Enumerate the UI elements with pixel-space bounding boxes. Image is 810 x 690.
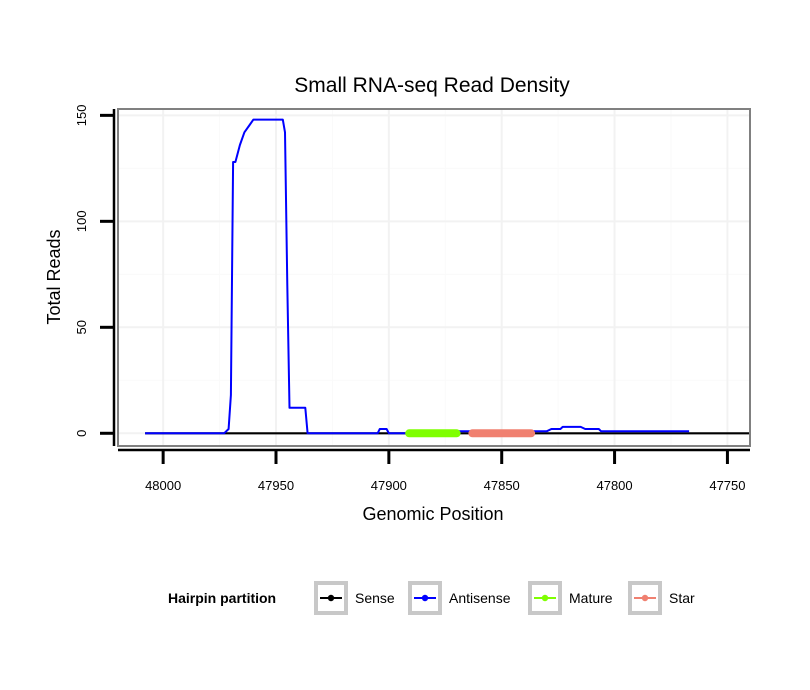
legend: Hairpin partition Sense Antisense Mature St… <box>168 581 695 615</box>
legend-item-sense: Sense <box>314 581 395 615</box>
x-tick-label: 47750 <box>709 478 745 493</box>
y-axis: 0 50 100 150 <box>74 105 116 446</box>
x-axis: 48000 47950 47900 47850 47800 47750 <box>118 448 750 493</box>
y-tick-label: 100 <box>74 210 89 232</box>
plot-background <box>118 109 750 446</box>
legend-label-star: Star <box>669 590 695 606</box>
legend-item-star: Star <box>628 581 695 615</box>
legend-label-sense: Sense <box>355 590 395 606</box>
y-tick-label: 150 <box>74 105 89 127</box>
plot-border <box>117 108 751 447</box>
x-tick-label: 47900 <box>371 478 407 493</box>
legend-item-antisense: Antisense <box>408 581 511 615</box>
legend-title: Hairpin partition <box>168 590 276 606</box>
plot-panel <box>117 108 751 447</box>
legend-dot-antisense <box>421 594 429 602</box>
minor-gridlines <box>118 109 750 446</box>
y-axis-label: Total Reads <box>44 229 64 324</box>
y-tick-label: 50 <box>74 320 89 334</box>
x-tick-label: 47850 <box>484 478 520 493</box>
legend-dot-star <box>641 594 649 602</box>
legend-dot-mature <box>541 594 549 602</box>
legend-dot-sense <box>327 594 335 602</box>
chart-title: Small RNA-seq Read Density <box>294 74 570 97</box>
legend-label-antisense: Antisense <box>449 590 511 606</box>
y-tick-label: 0 <box>74 430 89 437</box>
legend-item-mature: Mature <box>528 581 613 615</box>
x-tick-label: 48000 <box>145 478 181 493</box>
x-tick-label: 47800 <box>596 478 632 493</box>
x-axis-label: Genomic Position <box>362 504 503 524</box>
x-tick-label: 47950 <box>258 478 294 493</box>
series-line-antisense <box>145 118 690 435</box>
series-layer <box>145 118 750 438</box>
legend-label-mature: Mature <box>569 590 613 606</box>
